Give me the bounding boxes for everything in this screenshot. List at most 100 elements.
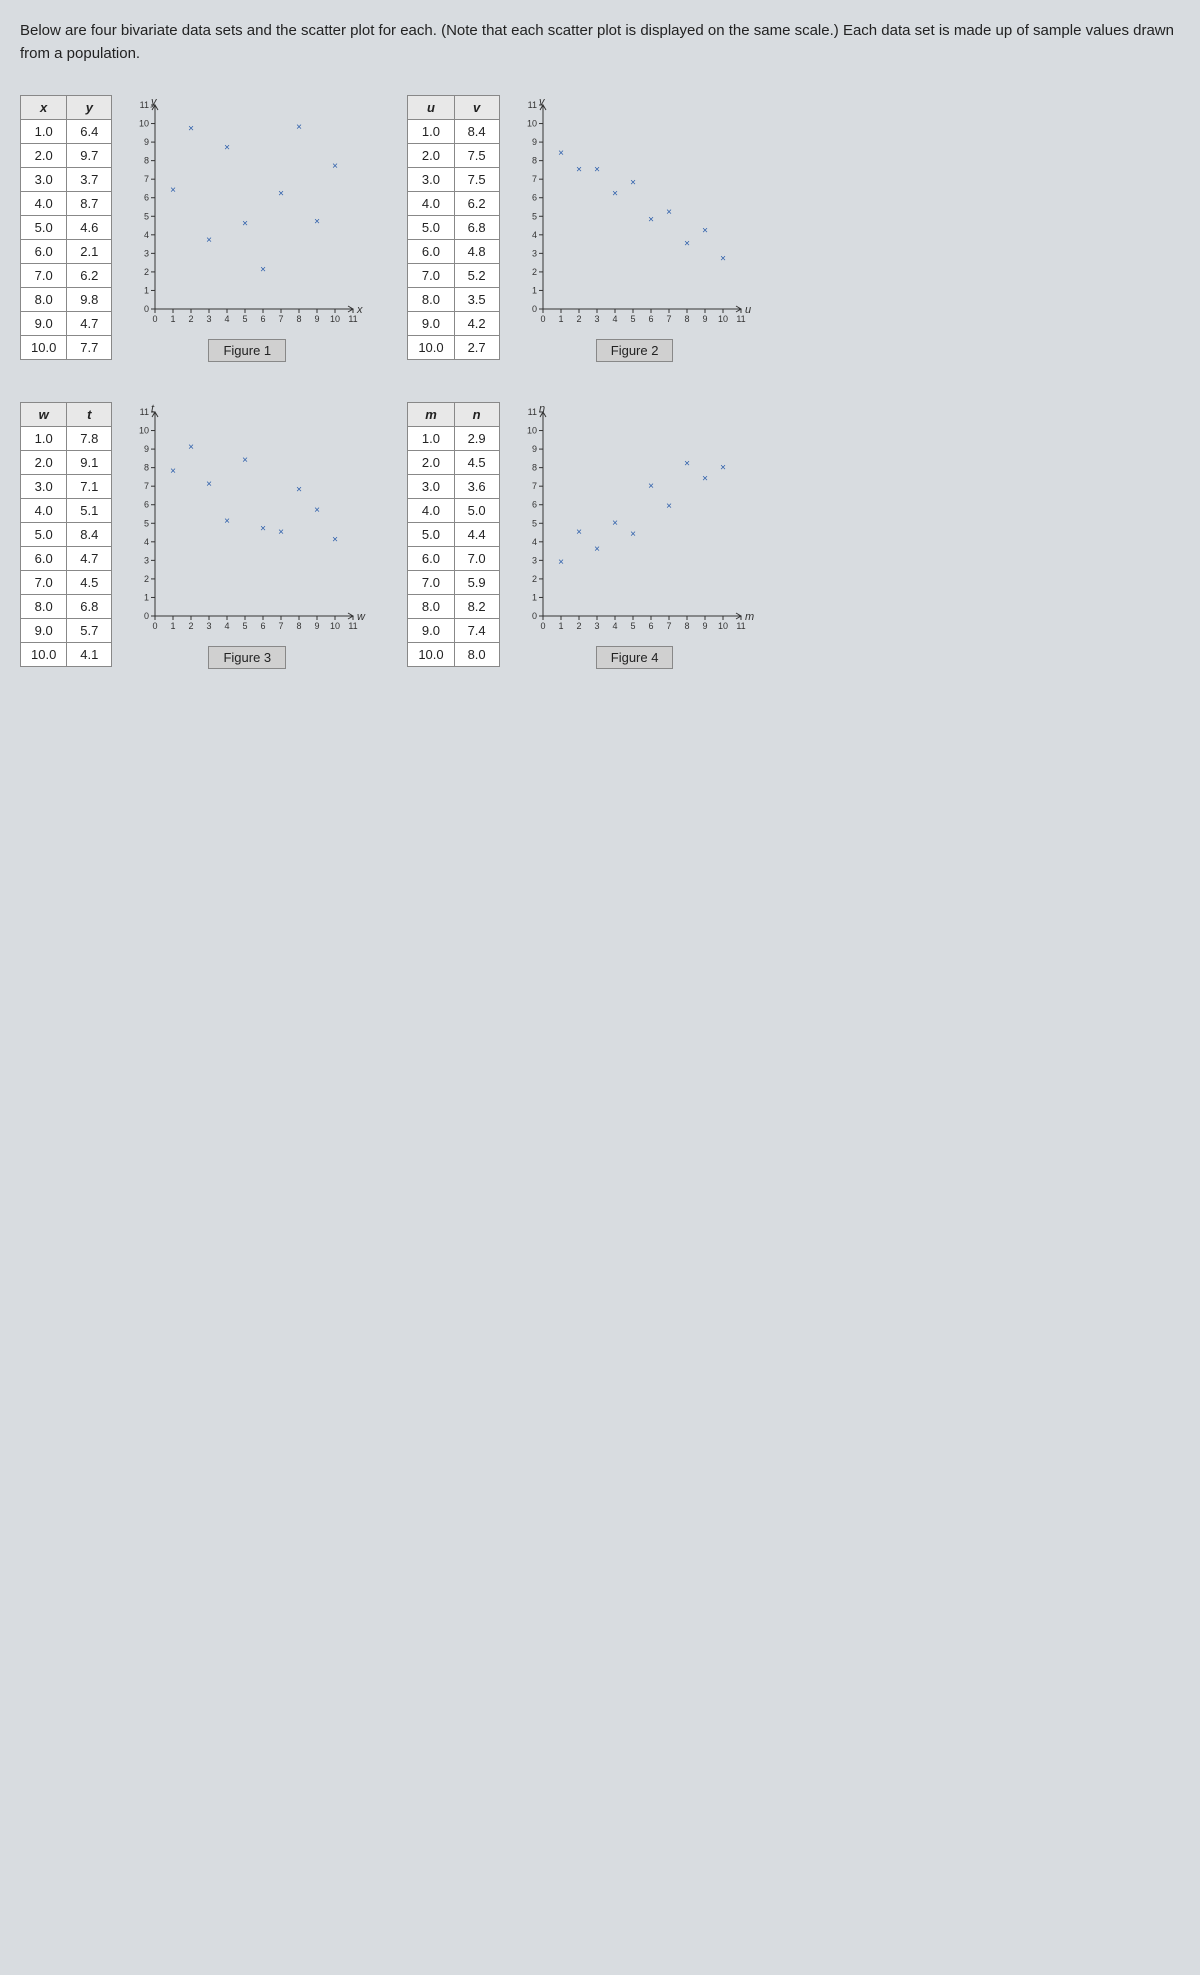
table-cell: 5.0 [454,499,499,523]
table-row: 7.06.2 [21,264,112,288]
table-cell: 5.0 [408,523,454,547]
table-cell: 4.5 [454,451,499,475]
svg-text:0: 0 [532,611,537,621]
table-cell: 8.0 [408,595,454,619]
table-row: 8.03.5 [408,288,499,312]
table-row: 7.04.5 [21,571,112,595]
svg-text:7: 7 [144,481,149,491]
svg-text:×: × [314,505,320,516]
svg-text:×: × [278,189,284,200]
table-cell: 3.0 [21,168,67,192]
table-cell: 6.0 [408,547,454,571]
svg-text:7: 7 [144,174,149,184]
svg-text:×: × [720,462,726,473]
col-header: y [67,96,112,120]
table-cell: 3.6 [454,475,499,499]
svg-text:11: 11 [140,100,149,110]
table-cell: 9.1 [67,451,112,475]
svg-text:×: × [296,485,302,496]
svg-text:9: 9 [315,314,320,324]
table-cell: 6.0 [408,240,454,264]
svg-text:4: 4 [532,230,537,240]
svg-text:6: 6 [261,314,266,324]
table-cell: 8.4 [454,120,499,144]
svg-text:×: × [188,442,194,453]
dataset-panel: wt1.07.82.09.13.07.14.05.15.08.46.04.77.… [20,402,367,669]
table-cell: 6.2 [67,264,112,288]
svg-text:×: × [576,527,582,538]
table-row: 2.09.1 [21,451,112,475]
svg-text:×: × [666,207,672,218]
table-cell: 4.8 [454,240,499,264]
svg-text:5: 5 [144,518,149,528]
svg-text:8: 8 [297,621,302,631]
svg-text:4: 4 [144,537,149,547]
table-row: 10.02.7 [408,336,499,360]
svg-text:n: n [539,403,545,415]
svg-text:×: × [332,535,338,546]
dataset-panel: xy1.06.42.09.73.03.74.08.75.04.66.02.17.… [20,95,367,362]
table-row: 4.06.2 [408,192,499,216]
table-row: 5.04.6 [21,216,112,240]
table-cell: 2.9 [454,427,499,451]
svg-text:6: 6 [144,500,149,510]
table-row: 2.07.5 [408,144,499,168]
svg-text:7: 7 [279,621,284,631]
table-cell: 7.5 [454,144,499,168]
col-header: n [454,403,499,427]
data-table: uv1.08.42.07.53.07.54.06.25.06.86.04.87.… [407,95,499,360]
svg-text:×: × [170,466,176,477]
table-row: 8.06.8 [21,595,112,619]
table-cell: 5.7 [67,619,112,643]
svg-text:9: 9 [532,444,537,454]
svg-text:3: 3 [594,314,599,324]
svg-text:2: 2 [144,574,149,584]
svg-text:4: 4 [532,537,537,547]
svg-text:×: × [260,265,266,276]
svg-text:×: × [224,142,230,153]
svg-text:0: 0 [144,611,149,621]
table-cell: 2.0 [21,144,67,168]
svg-text:y: y [150,96,158,108]
svg-text:3: 3 [144,248,149,258]
table-row: 10.07.7 [21,336,112,360]
figure-caption: Figure 2 [596,339,674,362]
figure-caption: Figure 4 [596,646,674,669]
table-row: 9.04.7 [21,312,112,336]
table-cell: 4.2 [454,312,499,336]
svg-text:7: 7 [532,481,537,491]
table-cell: 5.0 [21,216,67,240]
svg-text:3: 3 [144,555,149,565]
table-row: 10.04.1 [21,643,112,667]
svg-text:10: 10 [527,426,537,436]
table-cell: 1.0 [408,427,454,451]
table-cell: 6.4 [67,120,112,144]
svg-text:1: 1 [532,285,537,295]
table-cell: 2.7 [454,336,499,360]
svg-text:10: 10 [718,621,728,631]
svg-text:0: 0 [153,314,158,324]
svg-text:×: × [702,473,708,484]
table-cell: 10.0 [21,643,67,667]
table-cell: 10.0 [408,336,454,360]
table-cell: 2.0 [408,451,454,475]
table-cell: 9.7 [67,144,112,168]
svg-text:u: u [745,304,751,316]
col-header: v [454,96,499,120]
svg-text:w: w [357,611,366,623]
table-cell: 9.0 [408,312,454,336]
svg-text:10: 10 [527,119,537,129]
svg-text:6: 6 [261,621,266,631]
svg-text:×: × [648,215,654,226]
table-cell: 7.0 [21,571,67,595]
svg-text:8: 8 [297,314,302,324]
table-row: 3.03.6 [408,475,499,499]
svg-text:3: 3 [207,314,212,324]
svg-text:5: 5 [630,621,635,631]
table-row: 3.07.1 [21,475,112,499]
table-cell: 2.1 [67,240,112,264]
table-row: 6.04.7 [21,547,112,571]
table-cell: 3.7 [67,168,112,192]
svg-text:×: × [612,189,618,200]
table-row: 2.09.7 [21,144,112,168]
